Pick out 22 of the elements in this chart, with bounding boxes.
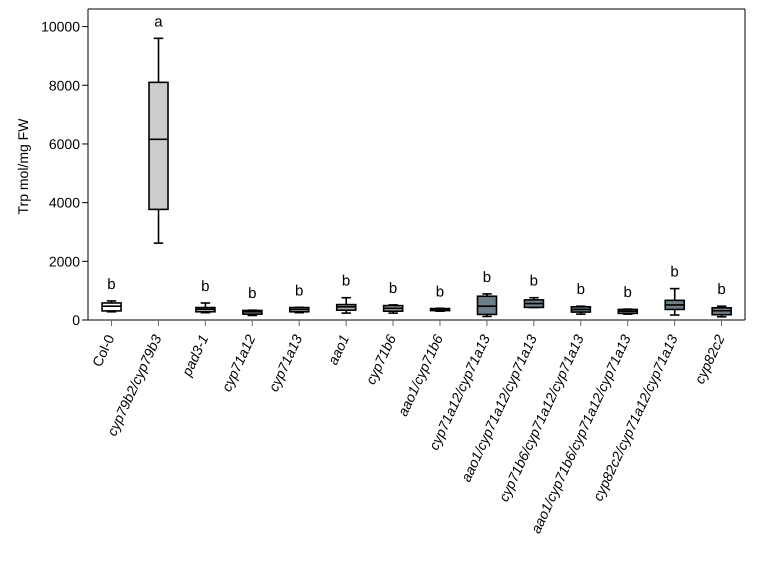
y-tick-label: 0 bbox=[72, 312, 80, 328]
annotation: b bbox=[248, 285, 256, 302]
y-axis-title: Trp mol/mg FW bbox=[14, 118, 31, 214]
annotation: b bbox=[717, 281, 726, 298]
y-tick-label: 6000 bbox=[48, 136, 80, 152]
annotation: b bbox=[576, 281, 585, 298]
y-tick-label: 4000 bbox=[48, 194, 80, 211]
annotation: a bbox=[154, 13, 164, 30]
annotation: b bbox=[482, 268, 492, 286]
x-tick-label: aao1 bbox=[324, 332, 352, 368]
annotation: b bbox=[624, 284, 632, 302]
annotation: b bbox=[342, 272, 350, 290]
annotation: b bbox=[530, 272, 538, 290]
annotation: b bbox=[670, 264, 679, 281]
y-tick-label: 8000 bbox=[48, 77, 80, 94]
annotation: b bbox=[436, 283, 444, 300]
annotation: b bbox=[388, 280, 398, 297]
y-tick-label: 2000 bbox=[48, 253, 80, 270]
annotation: b bbox=[295, 282, 304, 300]
annotation: b bbox=[201, 278, 210, 295]
y-tick-label: 10000 bbox=[41, 18, 80, 35]
annotation: b bbox=[107, 276, 116, 293]
